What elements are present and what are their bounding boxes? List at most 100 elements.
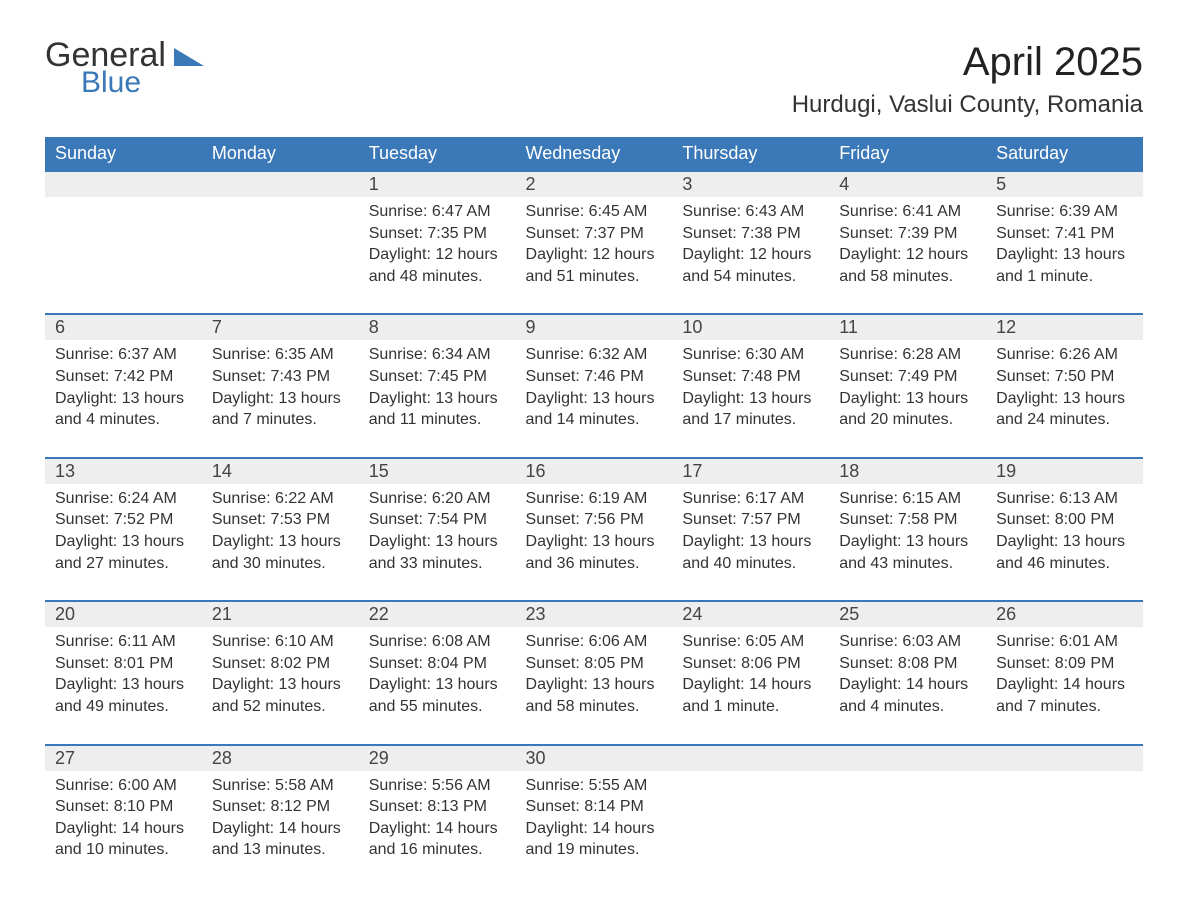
sunset-text: Sunset: 7:53 PM bbox=[212, 509, 349, 531]
sunset-text: Sunset: 7:50 PM bbox=[996, 366, 1133, 388]
title-block: April 2025 Hurdugi, Vaslui County, Roman… bbox=[792, 40, 1143, 119]
logo-triangle-icon bbox=[174, 44, 204, 71]
day-number-row: 27282930 bbox=[45, 745, 1143, 771]
daylight-text: Daylight: 13 hours and 46 minutes. bbox=[996, 531, 1133, 574]
day-data-cell: Sunrise: 6:28 AMSunset: 7:49 PMDaylight:… bbox=[829, 340, 986, 457]
day-number-cell: 2 bbox=[516, 171, 673, 197]
day-data-cell: Sunrise: 6:00 AMSunset: 8:10 PMDaylight:… bbox=[45, 771, 202, 887]
day-number-row: 20212223242526 bbox=[45, 601, 1143, 627]
sunset-text: Sunset: 8:14 PM bbox=[526, 796, 663, 818]
day-number-cell: 25 bbox=[829, 601, 986, 627]
sunset-text: Sunset: 7:39 PM bbox=[839, 223, 976, 245]
day-data-cell: Sunrise: 6:17 AMSunset: 7:57 PMDaylight:… bbox=[672, 484, 829, 601]
day-data-cell: Sunrise: 6:35 AMSunset: 7:43 PMDaylight:… bbox=[202, 340, 359, 457]
sunrise-text: Sunrise: 6:08 AM bbox=[369, 631, 506, 653]
day-number-cell: 12 bbox=[986, 314, 1143, 340]
sunrise-text: Sunrise: 6:20 AM bbox=[369, 488, 506, 510]
sunset-text: Sunset: 8:01 PM bbox=[55, 653, 192, 675]
day-data-row: Sunrise: 6:24 AMSunset: 7:52 PMDaylight:… bbox=[45, 484, 1143, 601]
day-data-cell: Sunrise: 6:22 AMSunset: 7:53 PMDaylight:… bbox=[202, 484, 359, 601]
sunset-text: Sunset: 7:45 PM bbox=[369, 366, 506, 388]
day-number-cell: 9 bbox=[516, 314, 673, 340]
sunrise-text: Sunrise: 6:15 AM bbox=[839, 488, 976, 510]
sunrise-text: Sunrise: 6:41 AM bbox=[839, 201, 976, 223]
day-number-cell bbox=[45, 171, 202, 197]
daylight-text: Daylight: 14 hours and 4 minutes. bbox=[839, 674, 976, 717]
sunset-text: Sunset: 7:57 PM bbox=[682, 509, 819, 531]
day-data-cell: Sunrise: 6:30 AMSunset: 7:48 PMDaylight:… bbox=[672, 340, 829, 457]
day-number-cell bbox=[672, 745, 829, 771]
sunrise-text: Sunrise: 6:32 AM bbox=[526, 344, 663, 366]
day-data-row: Sunrise: 6:00 AMSunset: 8:10 PMDaylight:… bbox=[45, 771, 1143, 887]
day-number-cell: 10 bbox=[672, 314, 829, 340]
sunrise-text: Sunrise: 6:11 AM bbox=[55, 631, 192, 653]
day-number-cell: 21 bbox=[202, 601, 359, 627]
day-number-cell bbox=[829, 745, 986, 771]
sunrise-text: Sunrise: 6:03 AM bbox=[839, 631, 976, 653]
day-number-cell: 16 bbox=[516, 458, 673, 484]
day-data-cell: Sunrise: 6:32 AMSunset: 7:46 PMDaylight:… bbox=[516, 340, 673, 457]
sunset-text: Sunset: 7:37 PM bbox=[526, 223, 663, 245]
daylight-text: Daylight: 13 hours and 17 minutes. bbox=[682, 388, 819, 431]
day-data-row: Sunrise: 6:47 AMSunset: 7:35 PMDaylight:… bbox=[45, 197, 1143, 314]
calendar-body: 12345 Sunrise: 6:47 AMSunset: 7:35 PMDay… bbox=[45, 171, 1143, 887]
day-data-cell: Sunrise: 6:39 AMSunset: 7:41 PMDaylight:… bbox=[986, 197, 1143, 314]
day-number-row: 12345 bbox=[45, 171, 1143, 197]
dayname-tue: Tuesday bbox=[359, 137, 516, 171]
sunrise-text: Sunrise: 6:01 AM bbox=[996, 631, 1133, 653]
day-number-cell: 4 bbox=[829, 171, 986, 197]
sunset-text: Sunset: 7:56 PM bbox=[526, 509, 663, 531]
daylight-text: Daylight: 14 hours and 19 minutes. bbox=[526, 818, 663, 861]
dayname-sun: Sunday bbox=[45, 137, 202, 171]
sunrise-text: Sunrise: 5:56 AM bbox=[369, 775, 506, 797]
day-data-cell: Sunrise: 6:24 AMSunset: 7:52 PMDaylight:… bbox=[45, 484, 202, 601]
daylight-text: Daylight: 13 hours and 27 minutes. bbox=[55, 531, 192, 574]
sunset-text: Sunset: 8:08 PM bbox=[839, 653, 976, 675]
day-data-cell: Sunrise: 6:41 AMSunset: 7:39 PMDaylight:… bbox=[829, 197, 986, 314]
sunset-text: Sunset: 8:06 PM bbox=[682, 653, 819, 675]
sunset-text: Sunset: 8:00 PM bbox=[996, 509, 1133, 531]
day-number-cell: 28 bbox=[202, 745, 359, 771]
logo-word2: Blue bbox=[81, 71, 204, 95]
sunset-text: Sunset: 7:42 PM bbox=[55, 366, 192, 388]
daylight-text: Daylight: 14 hours and 13 minutes. bbox=[212, 818, 349, 861]
daylight-text: Daylight: 12 hours and 51 minutes. bbox=[526, 244, 663, 287]
daylight-text: Daylight: 14 hours and 10 minutes. bbox=[55, 818, 192, 861]
sunset-text: Sunset: 7:52 PM bbox=[55, 509, 192, 531]
daylight-text: Daylight: 13 hours and 40 minutes. bbox=[682, 531, 819, 574]
sunset-text: Sunset: 7:48 PM bbox=[682, 366, 819, 388]
sunset-text: Sunset: 8:12 PM bbox=[212, 796, 349, 818]
day-number-cell: 30 bbox=[516, 745, 673, 771]
day-number-cell bbox=[202, 171, 359, 197]
sunrise-text: Sunrise: 6:24 AM bbox=[55, 488, 192, 510]
daylight-text: Daylight: 13 hours and 58 minutes. bbox=[526, 674, 663, 717]
day-number-cell: 15 bbox=[359, 458, 516, 484]
daylight-text: Daylight: 13 hours and 14 minutes. bbox=[526, 388, 663, 431]
daylight-text: Daylight: 13 hours and 36 minutes. bbox=[526, 531, 663, 574]
dayname-mon: Monday bbox=[202, 137, 359, 171]
day-data-cell: Sunrise: 6:08 AMSunset: 8:04 PMDaylight:… bbox=[359, 627, 516, 744]
daylight-text: Daylight: 13 hours and 20 minutes. bbox=[839, 388, 976, 431]
dayname-thu: Thursday bbox=[672, 137, 829, 171]
day-number-cell: 22 bbox=[359, 601, 516, 627]
daylight-text: Daylight: 13 hours and 49 minutes. bbox=[55, 674, 192, 717]
day-number-cell: 17 bbox=[672, 458, 829, 484]
day-number-cell: 1 bbox=[359, 171, 516, 197]
day-data-cell: Sunrise: 6:05 AMSunset: 8:06 PMDaylight:… bbox=[672, 627, 829, 744]
daylight-text: Daylight: 12 hours and 48 minutes. bbox=[369, 244, 506, 287]
header: General Blue April 2025 Hurdugi, Vaslui … bbox=[45, 40, 1143, 119]
day-number-cell: 11 bbox=[829, 314, 986, 340]
month-title: April 2025 bbox=[792, 40, 1143, 85]
day-data-row: Sunrise: 6:37 AMSunset: 7:42 PMDaylight:… bbox=[45, 340, 1143, 457]
day-number-cell: 19 bbox=[986, 458, 1143, 484]
day-data-cell bbox=[202, 197, 359, 314]
daylight-text: Daylight: 13 hours and 11 minutes. bbox=[369, 388, 506, 431]
sunset-text: Sunset: 8:13 PM bbox=[369, 796, 506, 818]
day-data-cell: Sunrise: 6:43 AMSunset: 7:38 PMDaylight:… bbox=[672, 197, 829, 314]
day-data-cell: Sunrise: 6:37 AMSunset: 7:42 PMDaylight:… bbox=[45, 340, 202, 457]
daylight-text: Daylight: 14 hours and 16 minutes. bbox=[369, 818, 506, 861]
day-number-cell: 8 bbox=[359, 314, 516, 340]
day-data-cell: Sunrise: 6:06 AMSunset: 8:05 PMDaylight:… bbox=[516, 627, 673, 744]
day-data-cell: Sunrise: 5:58 AMSunset: 8:12 PMDaylight:… bbox=[202, 771, 359, 887]
daylight-text: Daylight: 13 hours and 4 minutes. bbox=[55, 388, 192, 431]
